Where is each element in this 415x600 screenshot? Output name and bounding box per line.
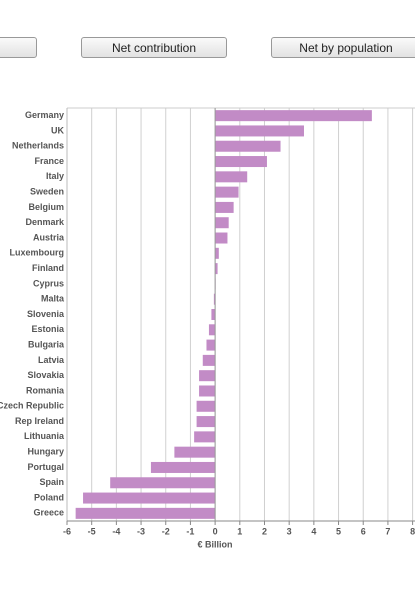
- y-tick-label: Finland: [32, 263, 64, 273]
- y-tick-label: Malta: [41, 294, 65, 304]
- y-tick-label: Romania: [26, 385, 65, 395]
- x-tick-label: -3: [137, 526, 145, 536]
- y-tick-label: Hungary: [27, 447, 64, 457]
- bar: [215, 217, 229, 229]
- y-tick-label: Poland: [34, 492, 64, 502]
- y-tick-label: Portugal: [27, 462, 64, 472]
- x-axis-label: € Billion: [197, 539, 232, 549]
- bar: [215, 125, 304, 137]
- bar: [215, 247, 219, 259]
- bar: [83, 492, 216, 504]
- x-tick-label: 5: [336, 526, 341, 536]
- bar: [215, 232, 228, 244]
- x-tick-label: -1: [186, 526, 194, 536]
- bar: [206, 339, 216, 351]
- bar: [213, 293, 216, 305]
- bar: [208, 324, 216, 336]
- button[interactable]: [0, 37, 37, 58]
- y-tick-label: Lithuania: [24, 431, 65, 441]
- bar: [194, 431, 216, 443]
- y-tick-label: Czech Republic: [0, 401, 64, 411]
- y-tick-label: Italy: [46, 171, 64, 181]
- bar: [215, 263, 218, 275]
- y-tick-label: Germany: [25, 110, 64, 120]
- x-tick-label: -6: [63, 526, 71, 536]
- y-tick-label: Netherlands: [12, 141, 64, 151]
- y-tick-label: France: [34, 156, 64, 166]
- bar: [215, 110, 372, 122]
- y-tick-label: Estonia: [31, 324, 65, 334]
- y-tick-label: Belgium: [28, 202, 64, 212]
- bar: [215, 156, 267, 168]
- button[interactable]: Net by population: [271, 37, 415, 58]
- bar: [150, 461, 216, 473]
- bar: [174, 446, 216, 458]
- bar: [215, 201, 234, 213]
- y-tick-label: Cyprus: [33, 278, 64, 288]
- x-tick-label: 7: [385, 526, 390, 536]
- x-tick-label: -5: [88, 526, 96, 536]
- y-tick-label: Bulgaria: [28, 339, 65, 349]
- x-tick-label: -2: [162, 526, 170, 536]
- bar: [215, 171, 248, 183]
- x-tick-label: 6: [361, 526, 366, 536]
- x-tick-label: 2: [262, 526, 267, 536]
- x-tick-label: 1: [237, 526, 242, 536]
- bar: [110, 477, 216, 489]
- y-tick-label: Greece: [33, 508, 64, 518]
- bar: [199, 385, 216, 397]
- bar: [215, 140, 281, 152]
- y-tick-label: Rep Ireland: [15, 416, 64, 426]
- y-tick-label: Latvia: [38, 355, 65, 365]
- y-tick-label: Denmark: [25, 217, 65, 227]
- x-tick-label: -4: [112, 526, 120, 536]
- button[interactable]: Net contribution: [81, 37, 227, 58]
- bar: [199, 370, 216, 382]
- x-tick-label: 8: [410, 526, 415, 536]
- y-tick-label: Slovenia: [27, 309, 65, 319]
- x-tick-label: 0: [213, 526, 218, 536]
- y-tick-label: Slovakia: [27, 370, 65, 380]
- y-tick-label: Luxembourg: [9, 248, 64, 258]
- x-tick-label: 4: [311, 526, 316, 536]
- y-tick-label: Austria: [33, 232, 65, 242]
- y-tick-label: UK: [51, 125, 64, 135]
- bar: [202, 354, 216, 366]
- bar: [211, 309, 216, 320]
- bar: [196, 400, 216, 412]
- bar: [215, 186, 239, 198]
- bar: [196, 416, 216, 428]
- x-tick-label: 3: [287, 526, 292, 536]
- bar: [75, 507, 216, 519]
- y-tick-label: Spain: [39, 477, 64, 487]
- y-tick-label: Sweden: [30, 187, 64, 197]
